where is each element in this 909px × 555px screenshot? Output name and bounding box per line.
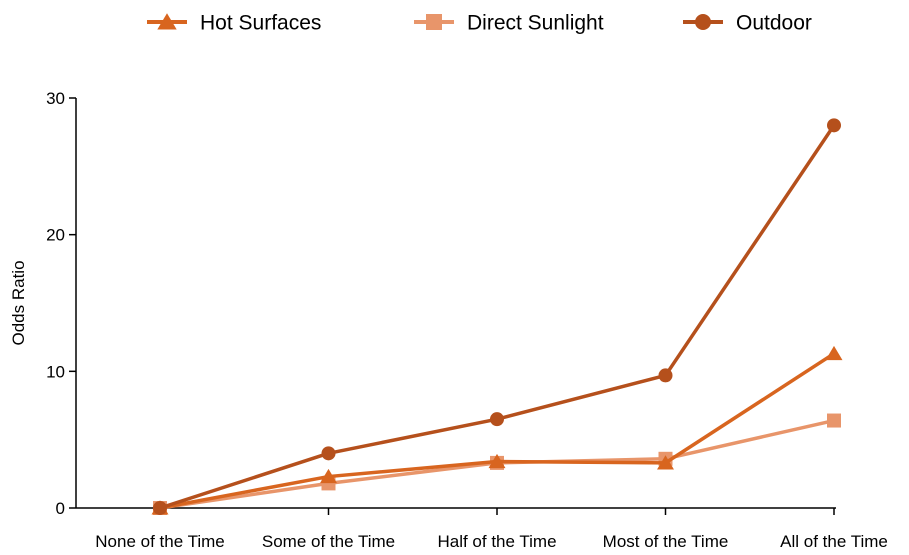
legend-marker-circle [695, 14, 711, 30]
legend-item-outdoor: Outdoor [683, 12, 812, 35]
data-point-hot-surfaces [825, 345, 843, 361]
y-axis-ticks: 0 10 20 30 [46, 89, 76, 518]
chart-legend: Hot Surfaces Direct Sunlight Outdoor [147, 12, 812, 35]
series-line-hot-surfaces [159, 352, 835, 510]
legend-marker-square [426, 14, 442, 30]
data-point-hot-surfaces [488, 453, 506, 469]
data-point-outdoor [827, 118, 841, 133]
legend-label: Hot Surfaces [200, 12, 321, 35]
y-tick-label: 10 [46, 362, 65, 381]
data-point-hot-surfaces [657, 455, 674, 470]
x-axis-ticks: None of the Time Some of the Time Half of … [95, 508, 888, 551]
y-tick-label: 20 [46, 226, 65, 245]
x-tick-label: Half of the Time [437, 532, 556, 551]
data-point-outdoor [153, 501, 167, 515]
y-tick-label: 0 [56, 499, 65, 518]
x-tick-label: None of the Time [95, 532, 224, 551]
series-layer [151, 118, 843, 515]
series-hot-surfaces [151, 345, 843, 515]
legend-item-hot-surfaces: Hot Surfaces [147, 12, 321, 35]
series-line-outdoor [159, 124, 836, 510]
x-tick-label: All of the Time [780, 532, 888, 551]
legend-marker-triangle [157, 13, 177, 30]
data-point-outdoor [658, 368, 673, 383]
legend-label: Outdoor [736, 12, 812, 35]
x-tick-label: Most of the Time [603, 532, 729, 551]
data-point-direct-sunlight [827, 413, 841, 428]
legend-label: Direct Sunlight [467, 12, 604, 35]
data-point-hot-surfaces [320, 468, 337, 484]
series-outdoor [153, 118, 841, 515]
y-tick-label: 30 [46, 89, 65, 108]
y-axis-title: Odds Ratio [9, 260, 28, 345]
x-tick-label: Some of the Time [262, 532, 395, 551]
legend-item-direct-sunlight: Direct Sunlight [414, 12, 604, 35]
chart-axes: 0 10 20 30 None of the Time Some of the Time… [9, 89, 888, 551]
data-point-outdoor [490, 412, 504, 427]
data-point-outdoor [321, 446, 336, 461]
